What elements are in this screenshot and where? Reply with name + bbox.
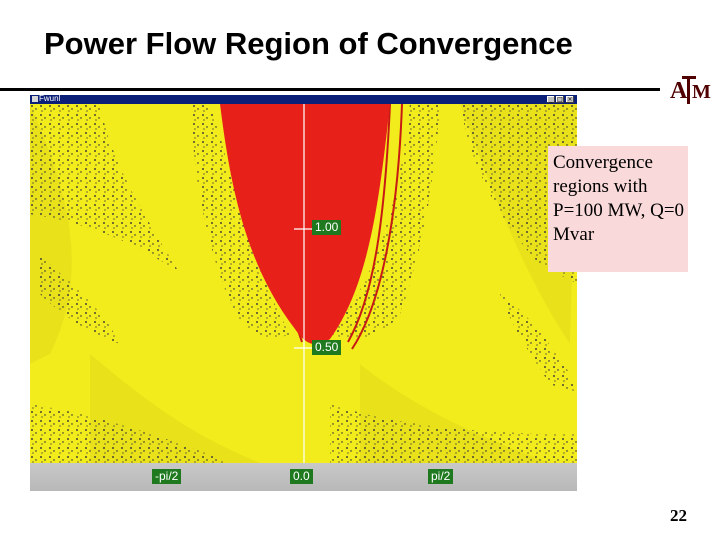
convergence-plot-window[interactable]: Fwunl _ □ × [30, 95, 577, 491]
x-axis-bar: -pi/2 0.0 pi/2 [30, 463, 577, 491]
x-tick-label-neg: -pi/2 [152, 469, 182, 484]
y-tick-label-2: 0.50 [312, 340, 342, 355]
page-number: 22 [670, 506, 687, 525]
close-button[interactable]: × [566, 96, 574, 103]
convergence-region-plot[interactable] [30, 104, 577, 463]
maximize-button[interactable]: □ [556, 96, 564, 103]
fractal-boundaries [30, 104, 577, 463]
slide-title: Power Flow Region of Convergence [44, 26, 573, 61]
app-icon [32, 96, 38, 102]
x-tick-label-pos: pi/2 [428, 469, 454, 484]
convergence-region-red [220, 104, 390, 345]
svg-text:A: A [670, 78, 688, 104]
y-tick-label-1: 1.00 [312, 220, 342, 235]
annotation-box: Convergence regions with P=100 MW, Q=0 M… [548, 146, 688, 272]
window-title-bar[interactable]: Fwunl _ □ × [30, 95, 577, 104]
svg-text:M: M [692, 81, 711, 103]
title-rule [0, 88, 660, 91]
annotation-text: Convergence regions with P=100 MW, Q=0 M… [553, 152, 685, 245]
university-logo: A M [670, 76, 711, 104]
x-tick-label-zero: 0.0 [290, 469, 313, 484]
minimize-button[interactable]: _ [547, 96, 555, 103]
window-title: Fwunl [39, 95, 61, 103]
